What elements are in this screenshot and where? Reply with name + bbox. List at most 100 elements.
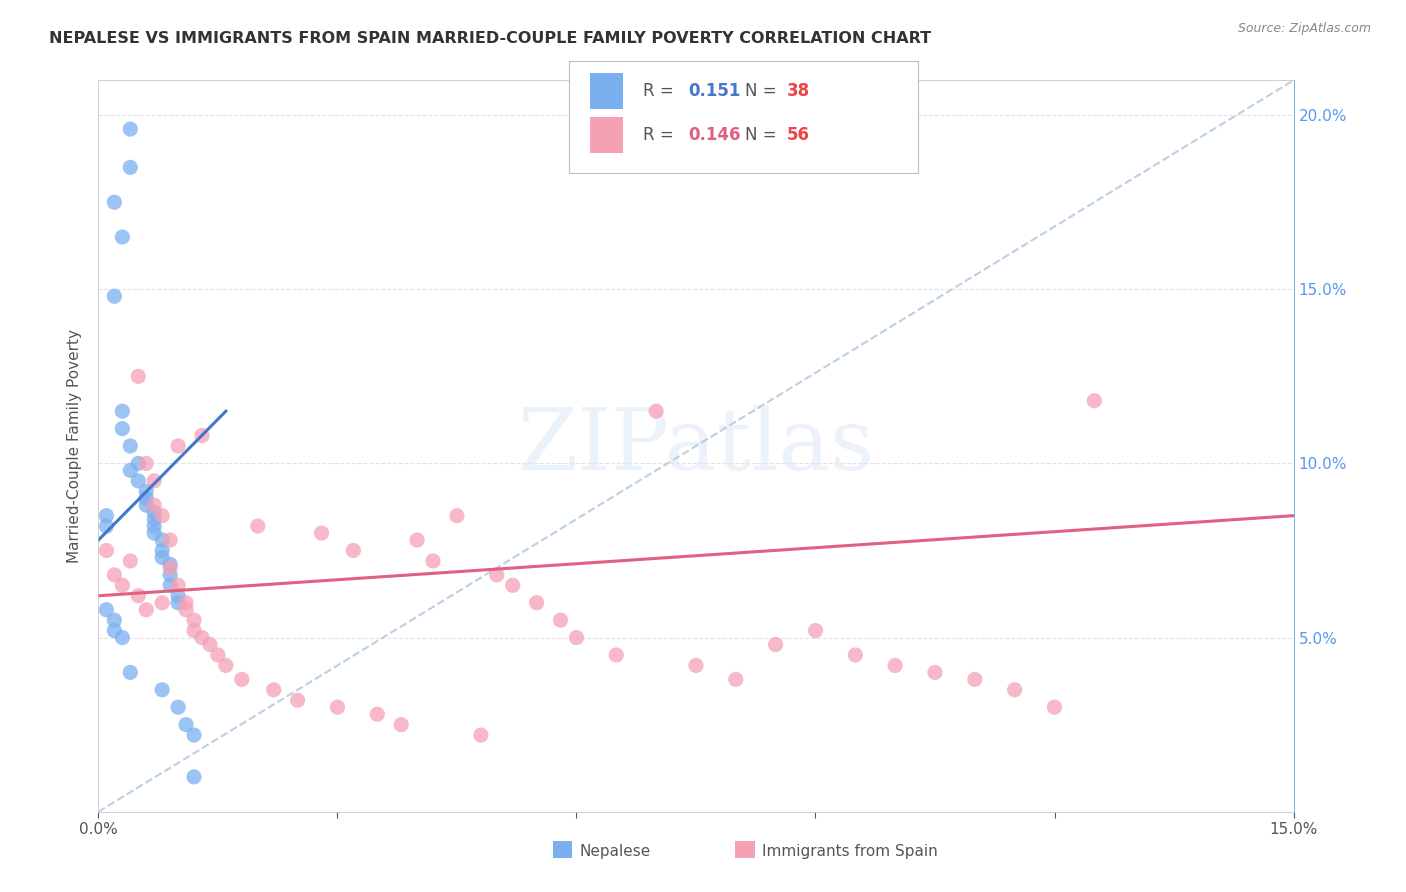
Point [120,439,142,453]
Point [143,505,166,519]
Point [143,512,166,526]
Point [389,717,412,731]
Point [135,484,157,499]
Point [127,369,149,384]
Point [191,428,214,442]
Point [103,195,125,210]
Point [502,578,524,592]
Point [1004,682,1026,697]
Point [167,596,190,610]
Text: Source: ZipAtlas.com: Source: ZipAtlas.com [1237,22,1371,36]
Text: ZIPatlas: ZIPatlas [517,404,875,488]
Point [103,624,125,638]
Point [231,673,253,687]
Point [167,589,190,603]
Y-axis label: Married-Couple Family Poverty: Married-Couple Family Poverty [67,329,83,563]
Point [645,404,668,418]
Point [183,613,205,627]
Point [143,498,166,512]
Point [342,543,364,558]
Point [485,567,508,582]
Point [422,554,444,568]
Point [183,624,205,638]
Text: 0.151: 0.151 [689,82,741,100]
Text: N =: N = [745,82,782,100]
Point [96,508,118,523]
Point [446,508,468,523]
Text: NEPALESE VS IMMIGRANTS FROM SPAIN MARRIED-COUPLE FAMILY POVERTY CORRELATION CHAR: NEPALESE VS IMMIGRANTS FROM SPAIN MARRIE… [49,31,931,46]
Point [150,533,173,547]
Text: 0.146: 0.146 [689,126,741,144]
Point [96,519,118,533]
Point [246,519,269,533]
Point [198,638,221,652]
Point [111,404,134,418]
Point [287,693,309,707]
Point [326,700,349,714]
Text: 56: 56 [787,126,810,144]
Text: R =: R = [644,126,679,144]
Point [111,230,134,244]
Point [120,665,142,680]
Point [884,658,907,673]
Point [120,161,142,175]
Text: 38: 38 [787,82,810,100]
Point [127,589,149,603]
Point [963,673,986,687]
Point [924,665,946,680]
Point [844,648,866,662]
Text: Nepalese: Nepalese [579,845,651,859]
Point [143,526,166,541]
Point [135,603,157,617]
Point [96,543,118,558]
Point [143,474,166,488]
Point [167,578,190,592]
Point [526,596,548,610]
Point [366,707,388,722]
Point [1043,700,1066,714]
Point [174,596,197,610]
Text: R =: R = [644,82,679,100]
Point [103,567,125,582]
Point [103,289,125,303]
Point [159,558,181,572]
Point [159,567,181,582]
Point [150,508,173,523]
Point [159,561,181,575]
Point [167,439,190,453]
Point [135,498,157,512]
Text: Immigrants from Spain: Immigrants from Spain [762,845,938,859]
Point [174,603,197,617]
Point [135,457,157,471]
Point [207,648,229,662]
Point [150,550,173,565]
Point [96,603,118,617]
Point [127,457,149,471]
Point [183,770,205,784]
Point [150,596,173,610]
Point [804,624,827,638]
Point [765,638,787,652]
Point [150,543,173,558]
Point [183,728,205,742]
Point [311,526,333,541]
Point [159,578,181,592]
Text: N =: N = [745,126,782,144]
Point [685,658,707,673]
Point [406,533,429,547]
Point [167,700,190,714]
Point [550,613,572,627]
Point [120,122,142,136]
Point [565,631,588,645]
Point [135,491,157,506]
Point [263,682,285,697]
Point [174,717,197,731]
Point [150,682,173,697]
Point [605,648,627,662]
Point [191,631,214,645]
Point [127,474,149,488]
Point [215,658,238,673]
Point [103,613,125,627]
Point [111,421,134,435]
Point [470,728,492,742]
